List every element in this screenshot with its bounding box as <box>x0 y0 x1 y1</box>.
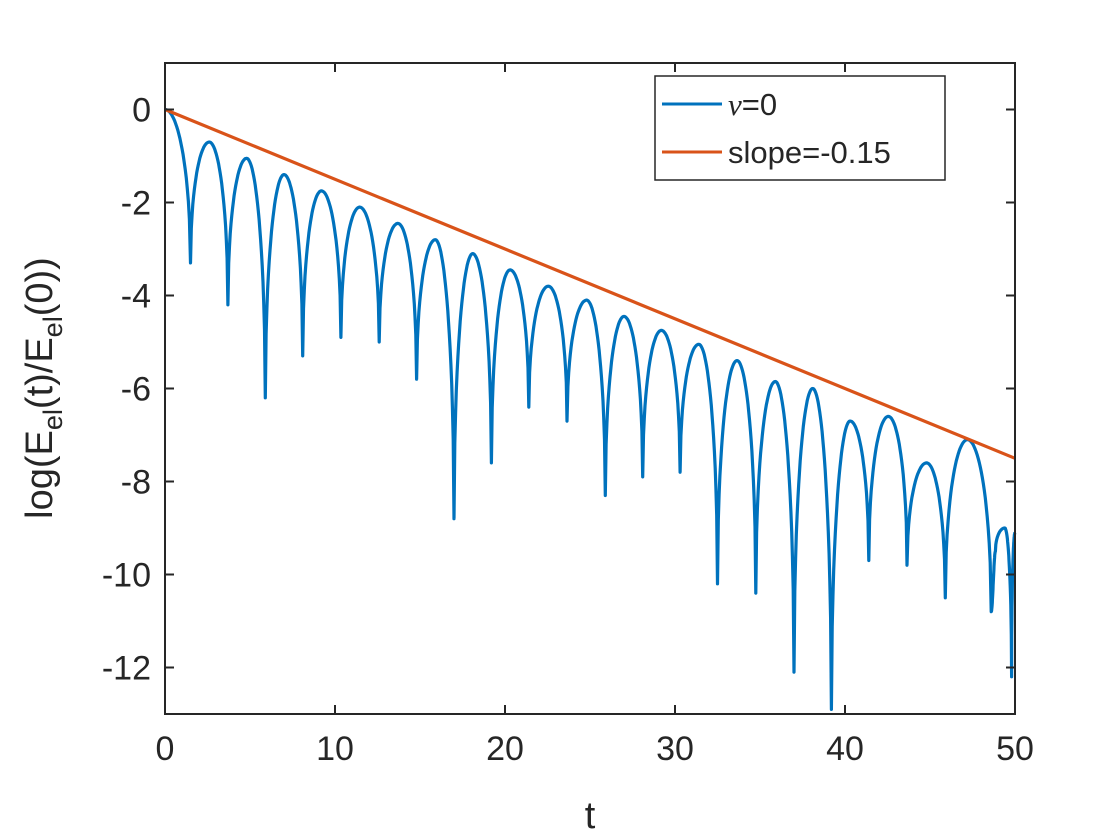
legend: ν=0 slope=-0.15 <box>654 75 946 181</box>
legend-nu-value: =0 <box>742 87 777 122</box>
x-tick-label: 0 <box>156 730 175 768</box>
y-axis-title-part: (0)) <box>19 257 61 316</box>
legend-label-slope: slope=-0.15 <box>728 135 891 170</box>
x-tick-label: 30 <box>656 730 694 768</box>
y-tick-label: -12 <box>102 650 151 688</box>
x-tick-label: 40 <box>826 730 864 768</box>
legend-label-nu: ν=0 <box>728 87 777 122</box>
y-axis-title-part: (t)/E <box>19 337 61 409</box>
y-tick-label: -4 <box>121 278 151 316</box>
x-tick-label: 20 <box>486 730 524 768</box>
series-slope-line <box>164 108 1016 460</box>
legend-box <box>654 75 946 181</box>
series-layer <box>164 107 1017 712</box>
legend-nu-symbol: ν <box>728 87 742 122</box>
y-axis-title-part: log(E <box>19 430 61 519</box>
y-axis-title-subscript: el <box>38 316 68 337</box>
y-tick-label: -8 <box>121 464 151 502</box>
y-tick-label: -2 <box>121 185 151 223</box>
ticks-layer: 0 10 20 30 40 50 0 -2 -4 -6 -8 -10 -12 <box>102 63 1034 768</box>
series-nu-line <box>164 107 1017 712</box>
y-tick-label: 0 <box>132 92 151 130</box>
y-tick-label: -10 <box>102 557 151 595</box>
x-axis-title: t <box>585 795 596 837</box>
y-axis-title: log(Eel(t)/Eel(0)) <box>19 257 68 519</box>
x-tick-label: 50 <box>996 730 1034 768</box>
x-tick-label: 10 <box>316 730 354 768</box>
y-tick-label: -6 <box>121 371 151 409</box>
y-axis-title-subscript: el <box>38 409 68 430</box>
